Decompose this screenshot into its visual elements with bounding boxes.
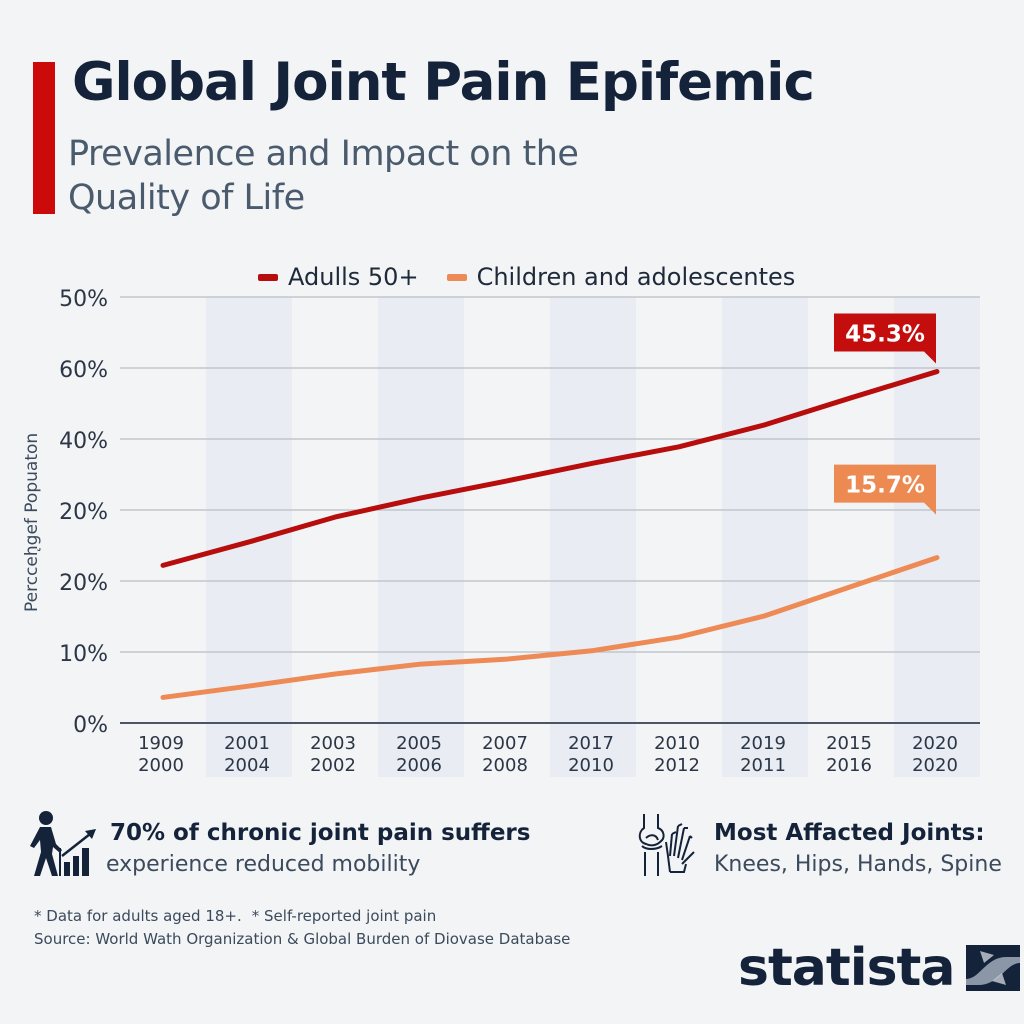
x-tick-label: 2016 <box>826 755 872 776</box>
x-tick-label: 2002 <box>310 755 356 776</box>
y-axis-title: Percceh̨gef Popuaton <box>22 432 42 612</box>
x-tick-label: 2017 <box>568 733 614 754</box>
x-tick-label: 2003 <box>310 733 356 754</box>
x-tick-label: 2019 <box>740 733 786 754</box>
x-tick-label: 2001 <box>224 733 270 754</box>
column-band <box>206 297 292 777</box>
x-tick-label: 2012 <box>654 755 700 776</box>
statista-logo[interactable]: statista <box>738 938 1021 998</box>
statista-wordmark: statista <box>738 938 955 998</box>
legend-label-adults: Adulls 50+ <box>288 263 419 291</box>
column-band <box>722 297 808 777</box>
y-tick-label: 20% <box>59 571 108 596</box>
chart-legend: Adulls 50+ Children and adolescentes <box>258 262 823 292</box>
x-tick-label: 2007 <box>482 733 528 754</box>
end-label-adults: 45.3% <box>845 322 925 348</box>
y-tick-label: 40% <box>59 429 108 454</box>
chart-title: Global Joint Pain Epifemic <box>72 52 815 113</box>
y-tick-label: 60% <box>59 358 108 383</box>
stat-joints-headline: Most Affacted Joints: <box>714 820 985 846</box>
end-label-box-adults <box>834 313 936 364</box>
legend-label-children: Children and adolescentes <box>476 263 796 291</box>
y-tick-label: 0% <box>73 713 108 738</box>
x-tick-label: 2000 <box>138 755 184 776</box>
x-tick-label: 2006 <box>396 755 442 776</box>
series-line-children <box>160 555 940 700</box>
y-tick-label: 10% <box>59 642 108 667</box>
stat-joints-detail: Knees, Hips, Hands, Spine <box>714 852 1002 877</box>
x-tick-label: 2010 <box>568 755 614 776</box>
x-tick-label: 1909 <box>138 733 184 754</box>
x-tick-label: 2015 <box>826 733 872 754</box>
source-note: Source: World Wath Organization & Global… <box>34 930 571 948</box>
x-tick-label: 2020 <box>912 755 958 776</box>
footnotes: * Data for adults aged 18+. * Self-report… <box>34 905 570 951</box>
footnote-line-1: * Data for adults aged 18+. * Self-report… <box>34 905 570 928</box>
walking-person-with-chart-icon <box>30 811 96 876</box>
statista-logo-icon <box>966 945 1021 991</box>
title-accent-bar <box>33 62 55 214</box>
y-tick-label: 50% <box>59 287 108 312</box>
x-tick-label: 2010 <box>654 733 700 754</box>
end-label-box-children <box>834 464 936 515</box>
column-band <box>894 297 980 777</box>
y-tick-label: 20% <box>59 500 108 525</box>
footnote-age: * Data for adults aged 18+. <box>34 907 242 925</box>
x-tick-label: 2020 <box>912 733 958 754</box>
footnote-self-reported: * Self-reported joint pain <box>251 907 437 925</box>
x-tick-label: 2011 <box>740 755 786 776</box>
x-tick-label: 2004 <box>224 755 270 776</box>
legend-item-adults: Adulls 50+ <box>258 263 419 291</box>
chart-subtitle: Prevalence and Impact on the Quality of … <box>68 134 579 218</box>
stat-mobility-headline: 70% of chronic joint pain suffers <box>110 820 531 846</box>
x-tick-label: 2008 <box>482 755 528 776</box>
knee-and-hand-joint-icon <box>638 814 695 876</box>
legend-swatch-adults <box>258 273 278 281</box>
legend-item-children: Children and adolescentes <box>446 263 796 291</box>
stat-mobility-detail: experience reduced mobility <box>106 852 421 877</box>
column-band <box>378 297 464 777</box>
series-line-adults <box>160 369 940 568</box>
end-label-children: 15.7% <box>845 473 925 499</box>
x-tick-label: 2005 <box>396 733 442 754</box>
column-band <box>550 297 636 777</box>
legend-swatch-children <box>446 273 467 281</box>
